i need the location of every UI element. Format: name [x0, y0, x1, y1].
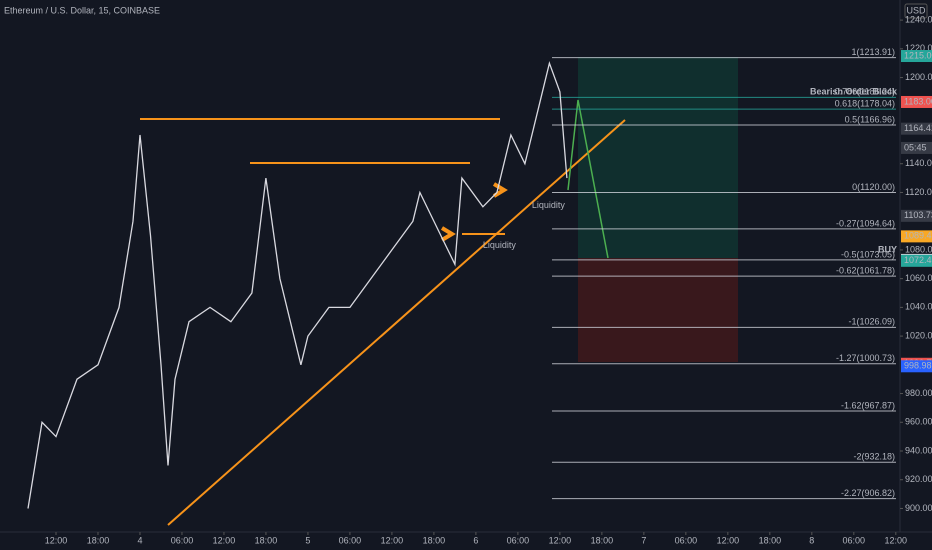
price-tag-label: 1215.00: [904, 50, 932, 60]
price-tag-label: 1183.00: [904, 96, 932, 106]
y-tick-label: 920.00: [905, 474, 932, 484]
x-tick-label: 06:00: [675, 535, 698, 545]
y-tick-label: 940.00: [905, 445, 932, 455]
fib-label: -0.5(1073.05): [841, 249, 895, 259]
currency-box: [904, 3, 928, 19]
chart-title: Ethereum / U.S. Dollar, 15, COINBASE: [4, 5, 160, 15]
y-tick-label: 1060.00: [905, 273, 932, 283]
x-tick-label: 18:00: [759, 535, 782, 545]
price-tag: [901, 95, 932, 108]
fib-label: -0.27(1094.64): [836, 218, 895, 228]
x-tick-label: 12:00: [45, 535, 68, 545]
x-tick-label: 06:00: [171, 535, 194, 545]
y-tick-label: 960.00: [905, 417, 932, 427]
arrow-icon: [440, 226, 456, 242]
x-tick-label: 8: [809, 535, 814, 545]
y-tick-label: 1080.00: [905, 244, 932, 254]
liquidity-label: Liquidity: [483, 240, 517, 250]
fib-label: 0.786(1186.24): [835, 87, 895, 97]
currency: USD: [906, 5, 926, 15]
price-tag-label: 1103.73: [904, 210, 932, 220]
x-tick-label: 06:00: [507, 535, 530, 545]
price-tag: [901, 50, 932, 63]
x-tick-label: 6: [473, 535, 478, 545]
x-tick-label: 5: [305, 535, 310, 545]
x-tick-label: 18:00: [591, 535, 614, 545]
y-tick-label: 900.00: [905, 503, 932, 513]
x-tick-label: 12:00: [549, 535, 572, 545]
y-tick-label: 1020.00: [905, 330, 932, 340]
fib-label: -2.27(906.82): [841, 488, 895, 498]
x-tick-label: 12:00: [717, 535, 740, 545]
y-tick-label: 1120.00: [905, 187, 932, 197]
annotation: BUY: [878, 244, 897, 254]
price-tag-label: 05:45: [904, 142, 927, 152]
x-tick-label: 12:00: [381, 535, 404, 545]
fib-label: -1.62(967.87): [841, 400, 895, 410]
y-tick-label: 1220.00: [905, 43, 932, 53]
fib-label: -0.62(1061.78): [836, 265, 895, 275]
projection-arrow: [567, 99, 609, 259]
price-tag-label: 1089.43: [904, 231, 932, 241]
x-tick-label: 12:00: [213, 535, 236, 545]
x-tick-label: 18:00: [87, 535, 110, 545]
liquidity-label: Liquidity: [532, 200, 566, 210]
price-tag: [901, 230, 932, 243]
fib-label: -1.27(1000.73): [836, 353, 895, 363]
x-tick-label: 18:00: [255, 535, 278, 545]
y-tick-label: 1040.00: [905, 302, 932, 312]
fib-label: 0.5(1166.96): [845, 114, 895, 124]
arrow-icon: [492, 182, 508, 198]
stop-zone: [578, 258, 738, 362]
price-tag: [901, 209, 932, 222]
y-tick-label: 1240.00: [905, 14, 932, 24]
price-line: [27, 60, 568, 509]
annotation: Bearish Order Block: [810, 86, 898, 96]
x-tick-label: 06:00: [843, 535, 866, 545]
x-tick-label: 18:00: [423, 535, 446, 545]
price-tag-label: 998.98: [904, 361, 932, 371]
trend-line: [167, 119, 626, 526]
x-tick-label: 06:00: [339, 535, 362, 545]
price-tag: [901, 254, 932, 267]
y-tick-label: 1140.00: [905, 158, 932, 168]
price-tag: [901, 122, 932, 135]
target-zone: [578, 57, 738, 258]
y-tick-label: 980.00: [905, 388, 932, 398]
x-tick-label: 12:00: [885, 535, 908, 545]
fib-label: -2(932.18): [853, 452, 895, 462]
price-tag: [901, 360, 932, 373]
fib-label: 1(1213.91): [851, 47, 895, 57]
fib-label: 0(1120.00): [852, 182, 895, 192]
price-tag: [901, 141, 932, 154]
fib-label: 0.618(1178.04): [835, 98, 895, 108]
x-tick-label: 7: [641, 535, 646, 545]
x-tick-label: 4: [137, 535, 142, 545]
fib-label: -1(1026.09): [848, 317, 895, 327]
price-tag-label: 1072.41: [904, 255, 932, 265]
price-tag-label: 1164.41: [904, 123, 932, 133]
y-tick-label: 1200.00: [905, 72, 932, 82]
